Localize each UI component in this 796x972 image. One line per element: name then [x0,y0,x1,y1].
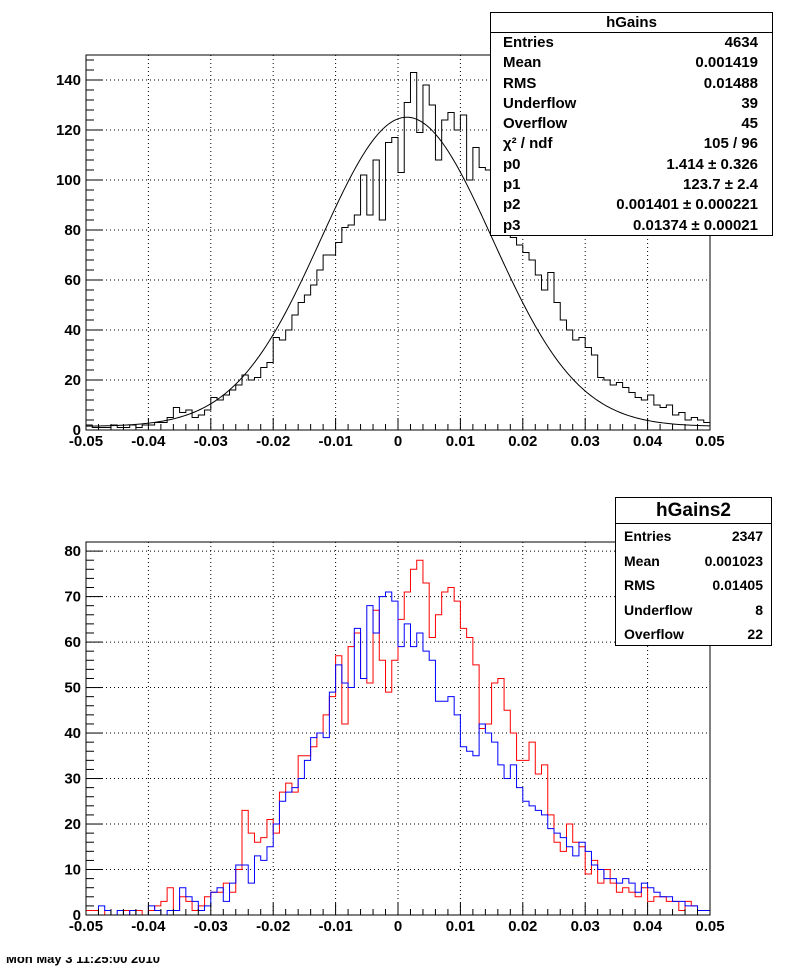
y-tick-label: 0 [73,422,81,439]
x-tick-label: 0 [394,918,402,935]
stats-label: p2 [503,196,521,214]
stats-label: Mean [624,552,660,569]
x-tick-label: 0.05 [695,433,724,450]
stats-label: χ² / ndf [503,135,553,153]
stats-label: p1 [503,176,521,194]
stats-row: Entries 2347 [616,524,771,549]
x-tick-label: 0.01 [446,918,475,935]
x-tick-label: 0.02 [508,918,537,935]
stats-value: 0.01405 [712,577,763,593]
stats-label: Mean [503,54,542,72]
stats-row: Overflow 45 [491,114,772,134]
x-tick-label: -0.04 [131,433,166,450]
x-tick-label: 0.03 [571,433,600,450]
stats-row: Underflow 39 [491,94,772,114]
x-tick-label: 0.02 [508,433,537,450]
stats-value: 45 [741,115,758,133]
stats-value: 0.001419 [695,54,758,72]
fit-curve [85,116,711,427]
stats-row: p2 0.001401 ± 0.000221 [491,195,772,215]
stats-row: Mean 0.001419 [491,53,772,73]
x-tick-label: 0 [394,433,402,450]
x-tick-label: 0.03 [571,918,600,935]
y-tick-label: 10 [64,862,81,879]
y-tick-label: 0 [73,907,81,924]
stats-box-title: hGains [491,13,772,33]
stats-row: Underflow 8 [616,598,771,623]
x-tick-label: 0.04 [633,433,663,450]
x-tick-label: 0.01 [446,433,475,450]
x-tick-label: 0.04 [633,918,663,935]
x-tick-label: 0.05 [695,918,724,935]
histogram-series-1 [85,72,711,430]
y-tick-label: 80 [64,222,81,239]
stats-label: Underflow [503,94,577,112]
x-tick-label: -0.04 [131,918,166,935]
stats-box-hgains: hGains Entries 4634 Mean 0.001419 RMS 0.01488… [490,12,773,236]
stats-row: Mean 0.001023 [616,549,771,574]
y-tick-label: 20 [64,372,81,389]
x-tick-label: -0.02 [256,433,290,450]
y-tick-label: 50 [64,680,81,697]
stats-box-title: hGains2 [616,498,771,524]
stats-box-hgains2: hGains2 Entries 2347 Mean 0.001023 RMS 0.0140… [615,497,772,646]
stats-box-rows: Entries 2347 Mean 0.001023 RMS 0.01405 Underfl… [616,524,771,647]
stats-value: 105 / 96 [703,135,758,153]
stats-value: 1.414 ± 0.326 [666,155,758,173]
stats-row: RMS 0.01488 [491,74,772,94]
x-tick-label: -0.03 [194,433,228,450]
y-tick-label: 100 [56,172,81,189]
chart-1: -0.05 -0.04 -0.03 -0.02 -0.01 0 0.01 0.02 0.03 0.… [56,54,725,450]
x-tick-label: -0.02 [256,918,290,935]
y-tick-label: 120 [56,122,81,139]
stats-value: 39 [741,94,758,112]
stats-label: p3 [503,216,521,234]
stats-value: 4634 [724,34,758,51]
histogram-series-2 [86,591,711,916]
y-tick-label: 40 [64,725,81,742]
y-tick-label: 60 [64,272,81,289]
stats-label: Entries [624,528,672,544]
y-tick-label: 140 [56,72,81,89]
chart-2: -0.05 -0.04 -0.03 -0.02 -0.01 0 0.01 0.02 0.03 0.… [64,541,725,935]
y-tick-label: 70 [64,589,81,606]
stats-value: 0.001401 ± 0.000221 [616,196,758,214]
stats-label: Overflow [503,115,568,133]
stats-row: p0 1.414 ± 0.326 [491,155,772,175]
y-tick-label: 20 [64,816,81,833]
stats-row: p1 123.7 ± 2.4 [491,175,772,195]
stats-label: RMS [624,577,656,593]
stats-value: 2347 [731,528,763,544]
stats-value: 8 [755,601,763,618]
stats-value: 0.01374 ± 0.00021 [632,216,758,234]
stats-row: Entries 4634 [491,33,772,53]
x-tick-label: -0.03 [194,918,228,935]
y-tick-label: 30 [64,771,81,788]
stats-row: p3 0.01374 ± 0.00021 [491,216,772,236]
y-tick-label: 40 [64,322,81,339]
x-tick-label: -0.01 [318,433,352,450]
stats-box-rows: Entries 4634 Mean 0.001419 RMS 0.01488 Underfl… [491,33,772,236]
stats-label: Overflow [624,626,684,642]
x-tick-label: -0.01 [318,918,352,935]
stats-value: 0.001023 [704,552,763,569]
stats-row: RMS 0.01405 [616,573,771,598]
stats-value: 22 [747,626,763,642]
x-tick-label: -0.05 [69,433,103,450]
stats-row: χ² / ndf 105 / 96 [491,134,772,154]
stats-row: Overflow 22 [616,622,771,647]
stats-label: p0 [503,155,521,173]
y-tick-label: 60 [64,634,81,651]
grid-lines [86,542,710,915]
x-tick-label: -0.05 [69,918,103,935]
stats-label: Underflow [624,601,693,618]
stats-label: RMS [503,74,537,92]
y-tick-label: 80 [64,543,81,560]
timestamp-footer: Mon May 3 11:25:00 2010 [6,951,160,966]
stats-value: 123.7 ± 2.4 [683,176,758,194]
stats-value: 0.01488 [703,74,758,92]
stats-label: Entries [503,34,554,51]
